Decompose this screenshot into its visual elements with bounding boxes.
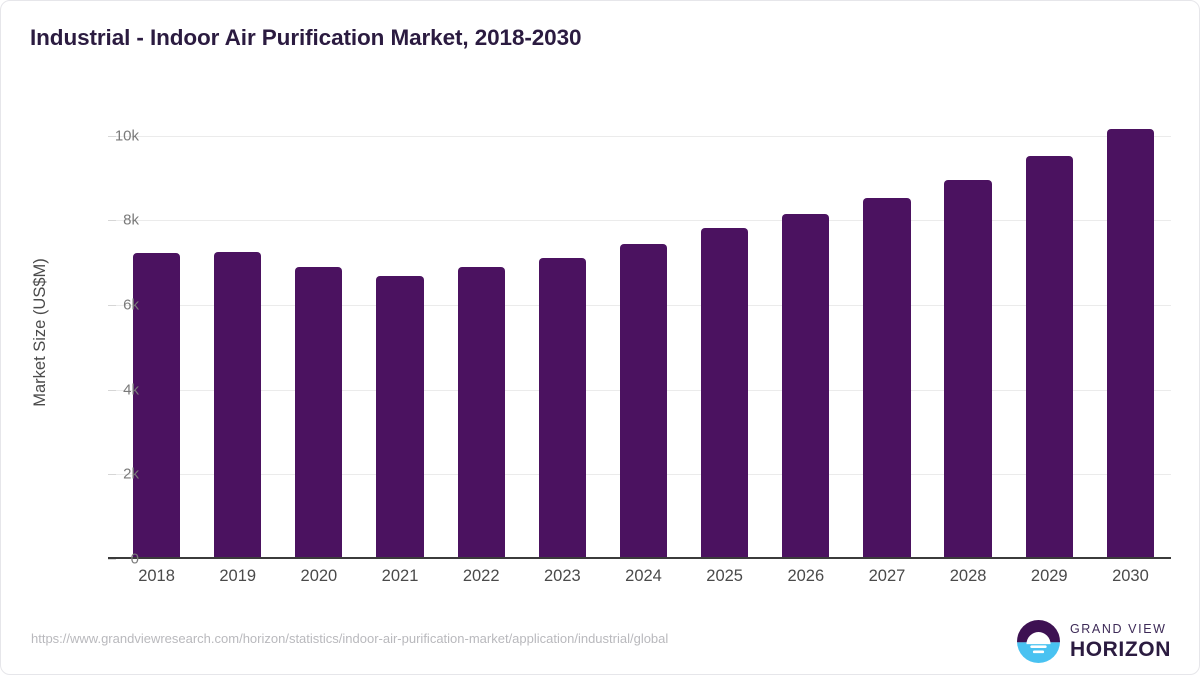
- y-axis-tick-label: 4k: [123, 381, 139, 399]
- bar[interactable]: [1025, 155, 1073, 559]
- x-axis-tick-label: 2029: [1030, 567, 1068, 585]
- gridline: [116, 220, 1171, 222]
- y-axis-title: Market Size (US$M): [29, 106, 51, 559]
- y-axis-title-label: Market Size (US$M): [30, 258, 49, 407]
- x-axis-tick-label: 2019: [219, 567, 257, 585]
- bar[interactable]: [214, 251, 262, 559]
- bar[interactable]: [701, 228, 749, 559]
- brand-logo-line1: GRAND VIEW: [1069, 622, 1167, 637]
- y-axis-tick-label: 6k: [123, 296, 139, 314]
- bar[interactable]: [863, 197, 911, 559]
- y-axis-tick-mark: [108, 135, 116, 137]
- source-url[interactable]: https://www.grandviewresearch.com/horizo…: [31, 631, 669, 646]
- x-axis-tick-label: 2025: [706, 567, 743, 585]
- x-axis-tick-label: 2018: [138, 567, 175, 585]
- plot-area: [108, 106, 1171, 560]
- x-axis-tick-label: 2021: [381, 567, 419, 585]
- y-axis-tick-mark: [108, 220, 116, 222]
- x-axis-tick-label: 2024: [625, 567, 662, 585]
- bars-layer: [116, 106, 1171, 559]
- y-axis-tick-label: 2k: [123, 465, 139, 483]
- y-axis-tick-mark: [108, 474, 116, 476]
- bar[interactable]: [619, 244, 668, 559]
- y-axis-tick-label: 10k: [114, 127, 139, 145]
- brand-logo-text: GRAND VIEW HORIZON: [1070, 623, 1171, 660]
- bar[interactable]: [295, 266, 343, 559]
- y-axis-tick-mark: [108, 559, 116, 560]
- x-axis-tick-label: 2027: [868, 567, 906, 585]
- bar[interactable]: [132, 252, 181, 559]
- bar[interactable]: [782, 213, 830, 559]
- gridline: [116, 135, 1171, 137]
- y-axis-tick-label: 0: [130, 550, 139, 568]
- brand-logo-line2: HORIZON: [1069, 637, 1171, 661]
- x-axis-tick-label: 2030: [1112, 567, 1149, 585]
- page-title: Industrial - Indoor Air Purification Mar…: [30, 25, 582, 50]
- grand-view-horizon-logo-icon: [1016, 620, 1060, 663]
- y-axis-tick-mark: [108, 304, 116, 306]
- x-axis-line: [108, 557, 1171, 559]
- y-axis-tick-label: 8k: [123, 211, 139, 229]
- bar[interactable]: [376, 276, 424, 559]
- bar[interactable]: [944, 180, 992, 559]
- x-axis-tick-label: 2020: [300, 567, 338, 585]
- y-axis-tick-mark: [108, 389, 116, 391]
- bar[interactable]: [457, 266, 505, 559]
- x-axis-tick-label: 2022: [462, 567, 500, 585]
- x-axis-tick-label: 2026: [787, 567, 825, 585]
- brand-logo: GRAND VIEW HORIZON: [1016, 620, 1171, 663]
- x-axis-tick-label: 2028: [949, 567, 987, 585]
- x-axis-tick-label: 2023: [543, 567, 581, 585]
- bar[interactable]: [538, 258, 586, 559]
- bar[interactable]: [1106, 128, 1155, 559]
